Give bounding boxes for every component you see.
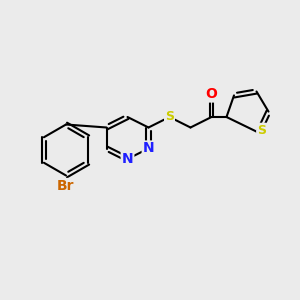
Text: N: N	[143, 142, 154, 155]
Text: S: S	[257, 124, 266, 137]
Text: S: S	[165, 110, 174, 124]
Text: Br: Br	[57, 179, 75, 193]
Text: O: O	[206, 88, 218, 101]
Text: N: N	[122, 152, 133, 166]
